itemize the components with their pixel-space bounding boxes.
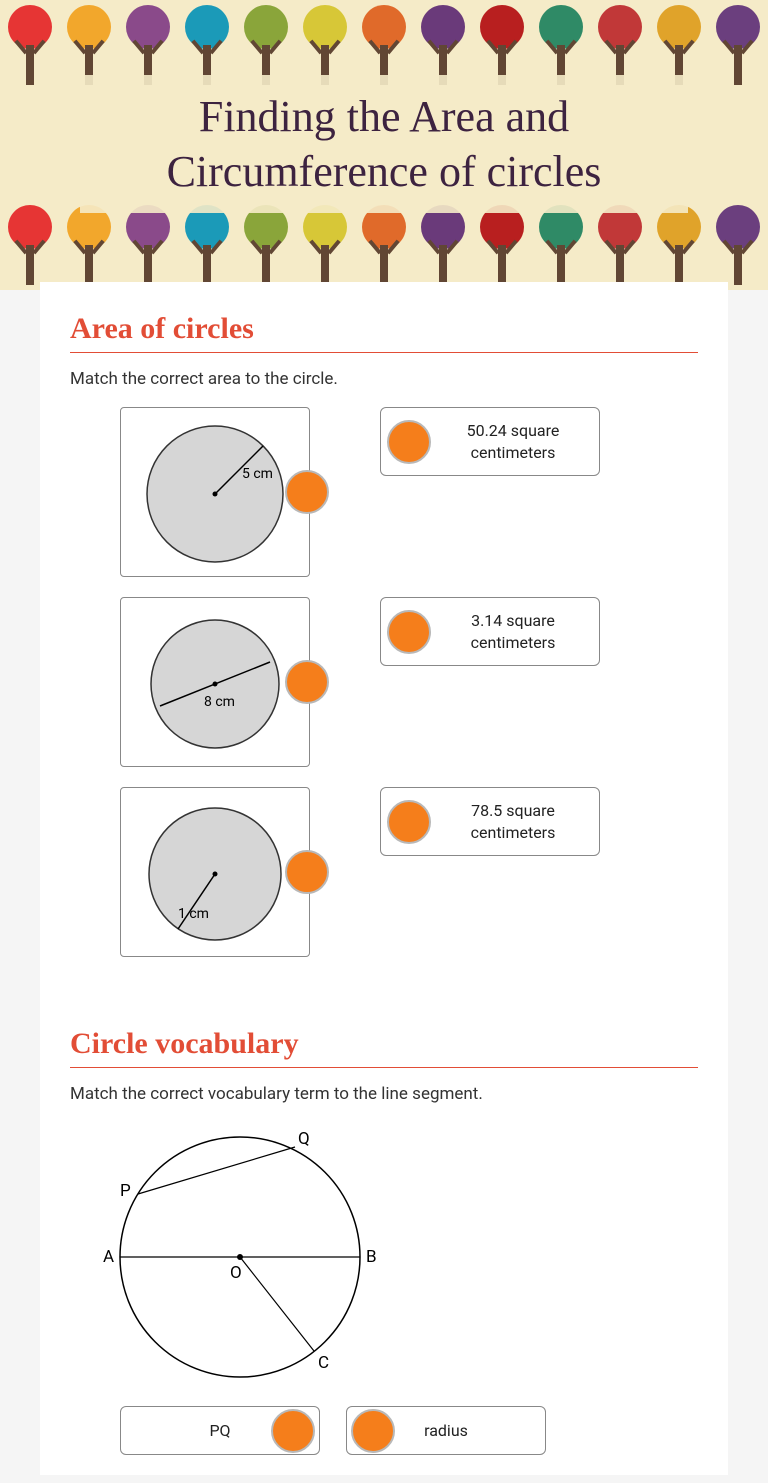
section-heading-vocab: Circle vocabulary (70, 1027, 698, 1068)
section-heading-area: Area of circles (70, 312, 698, 353)
point-label-B: B (366, 1247, 377, 1267)
title-box: Finding the Area and Circumference of ci… (80, 75, 688, 213)
match-row: 8 cm 3.14 square centimeters (70, 597, 698, 767)
connector-dot[interactable] (351, 1409, 395, 1453)
point-label-O: O (230, 1263, 242, 1283)
connector-dot[interactable] (285, 660, 329, 704)
header-band: Finding the Area and Circumference of ci… (0, 0, 768, 290)
page-title: Finding the Area and Circumference of ci… (100, 89, 668, 199)
circle-svg-5cm: 5 cm (130, 412, 300, 572)
content-panel: Area of circles Match the correct area t… (40, 282, 728, 1475)
answer-card[interactable]: 50.24 square centimeters (380, 407, 600, 476)
match-row: 1 cm 78.5 square centimeters (70, 787, 698, 957)
trees-row-top (0, 0, 768, 85)
point-label-C: C (318, 1353, 329, 1373)
connector-dot[interactable] (285, 850, 329, 894)
circle-card-1cm[interactable]: 1 cm (120, 787, 310, 957)
vocab-card-pq[interactable]: PQ (120, 1406, 320, 1455)
connector-dot[interactable] (387, 800, 431, 844)
match-row: 5 cm 50.24 square centimeters (70, 407, 698, 577)
connector-dot[interactable] (285, 470, 329, 514)
circle-label: 5 cm (242, 466, 273, 482)
answer-text: 78.5 square centimeters (471, 801, 556, 842)
circle-label: 8 cm (204, 694, 235, 710)
connector-dot[interactable] (387, 420, 431, 464)
circle-card-8cm[interactable]: 8 cm (120, 597, 310, 767)
circle-card-5cm[interactable]: 5 cm (120, 407, 310, 577)
point-label-Q: Q (298, 1129, 310, 1149)
point-label-P: P (120, 1181, 131, 1201)
instruction-vocab: Match the correct vocabulary term to the… (70, 1084, 698, 1104)
point-label-A: A (103, 1247, 114, 1267)
vocab-card-radius[interactable]: radius (346, 1406, 546, 1455)
instruction-area: Match the correct area to the circle. (70, 369, 698, 389)
connector-dot[interactable] (271, 1409, 315, 1453)
answer-card[interactable]: 3.14 square centimeters (380, 597, 600, 666)
vocab-row: PQ radius (120, 1406, 698, 1455)
vocab-diagram: O A B P Q C (70, 1122, 698, 1386)
circle-label: 1 cm (178, 906, 209, 922)
answer-card[interactable]: 78.5 square centimeters (380, 787, 600, 856)
answer-text: 50.24 square centimeters (467, 421, 560, 462)
circle-svg-8cm: 8 cm (130, 602, 300, 762)
vocab-label: radius (424, 1421, 468, 1440)
vocab-label: PQ (209, 1421, 230, 1440)
connector-dot[interactable] (387, 610, 431, 654)
answer-text: 3.14 square centimeters (471, 611, 556, 652)
circle-svg-1cm: 1 cm (130, 792, 300, 952)
